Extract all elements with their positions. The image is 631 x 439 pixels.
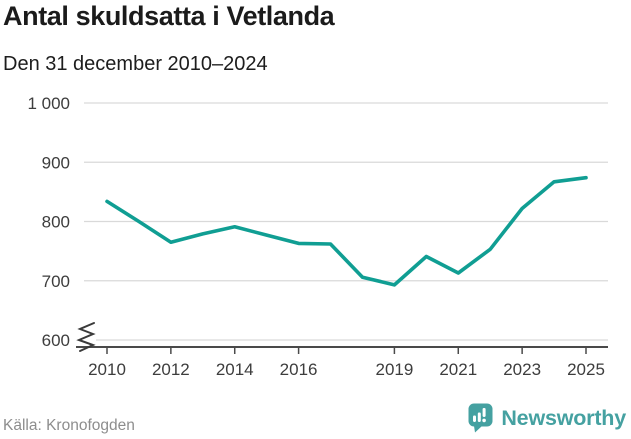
- svg-text:2012: 2012: [152, 360, 190, 379]
- svg-text:2023: 2023: [503, 360, 541, 379]
- svg-text:800: 800: [42, 213, 70, 232]
- line-chart: 600 700 800 900 1 000 2010 2012 2014 2016 2019 202…: [27, 94, 608, 379]
- svg-text:600: 600: [42, 331, 70, 350]
- brand-name: Newsworthy: [501, 405, 626, 430]
- svg-text:2014: 2014: [216, 360, 254, 379]
- newsworthy-brand: Newsworthy: [468, 403, 626, 433]
- y-axis-break-icon: [76, 322, 96, 352]
- gridlines: [84, 102, 608, 341]
- svg-text:2021: 2021: [439, 360, 477, 379]
- svg-text:1 000: 1 000: [27, 94, 70, 113]
- svg-text:2016: 2016: [280, 360, 318, 379]
- y-axis-labels: 600 700 800 900 1 000: [27, 94, 70, 350]
- x-axis-labels: 2010 2012 2014 2016 2019 2021 2023 2025: [88, 360, 605, 379]
- chart-subtitle: Den 31 december 2010–2024: [3, 53, 268, 75]
- source-text: Källa: Kronofogden: [3, 417, 135, 434]
- svg-text:2010: 2010: [88, 360, 126, 379]
- svg-text:700: 700: [42, 272, 70, 291]
- data-line: [105, 175, 588, 287]
- svg-text:2019: 2019: [375, 360, 413, 379]
- newsworthy-logo-icon: [468, 403, 493, 433]
- chart-title: Antal skuldsatta i Vetlanda: [3, 1, 335, 31]
- x-axis: [76, 346, 608, 354]
- svg-text:900: 900: [42, 153, 70, 172]
- svg-text:2025: 2025: [567, 360, 605, 379]
